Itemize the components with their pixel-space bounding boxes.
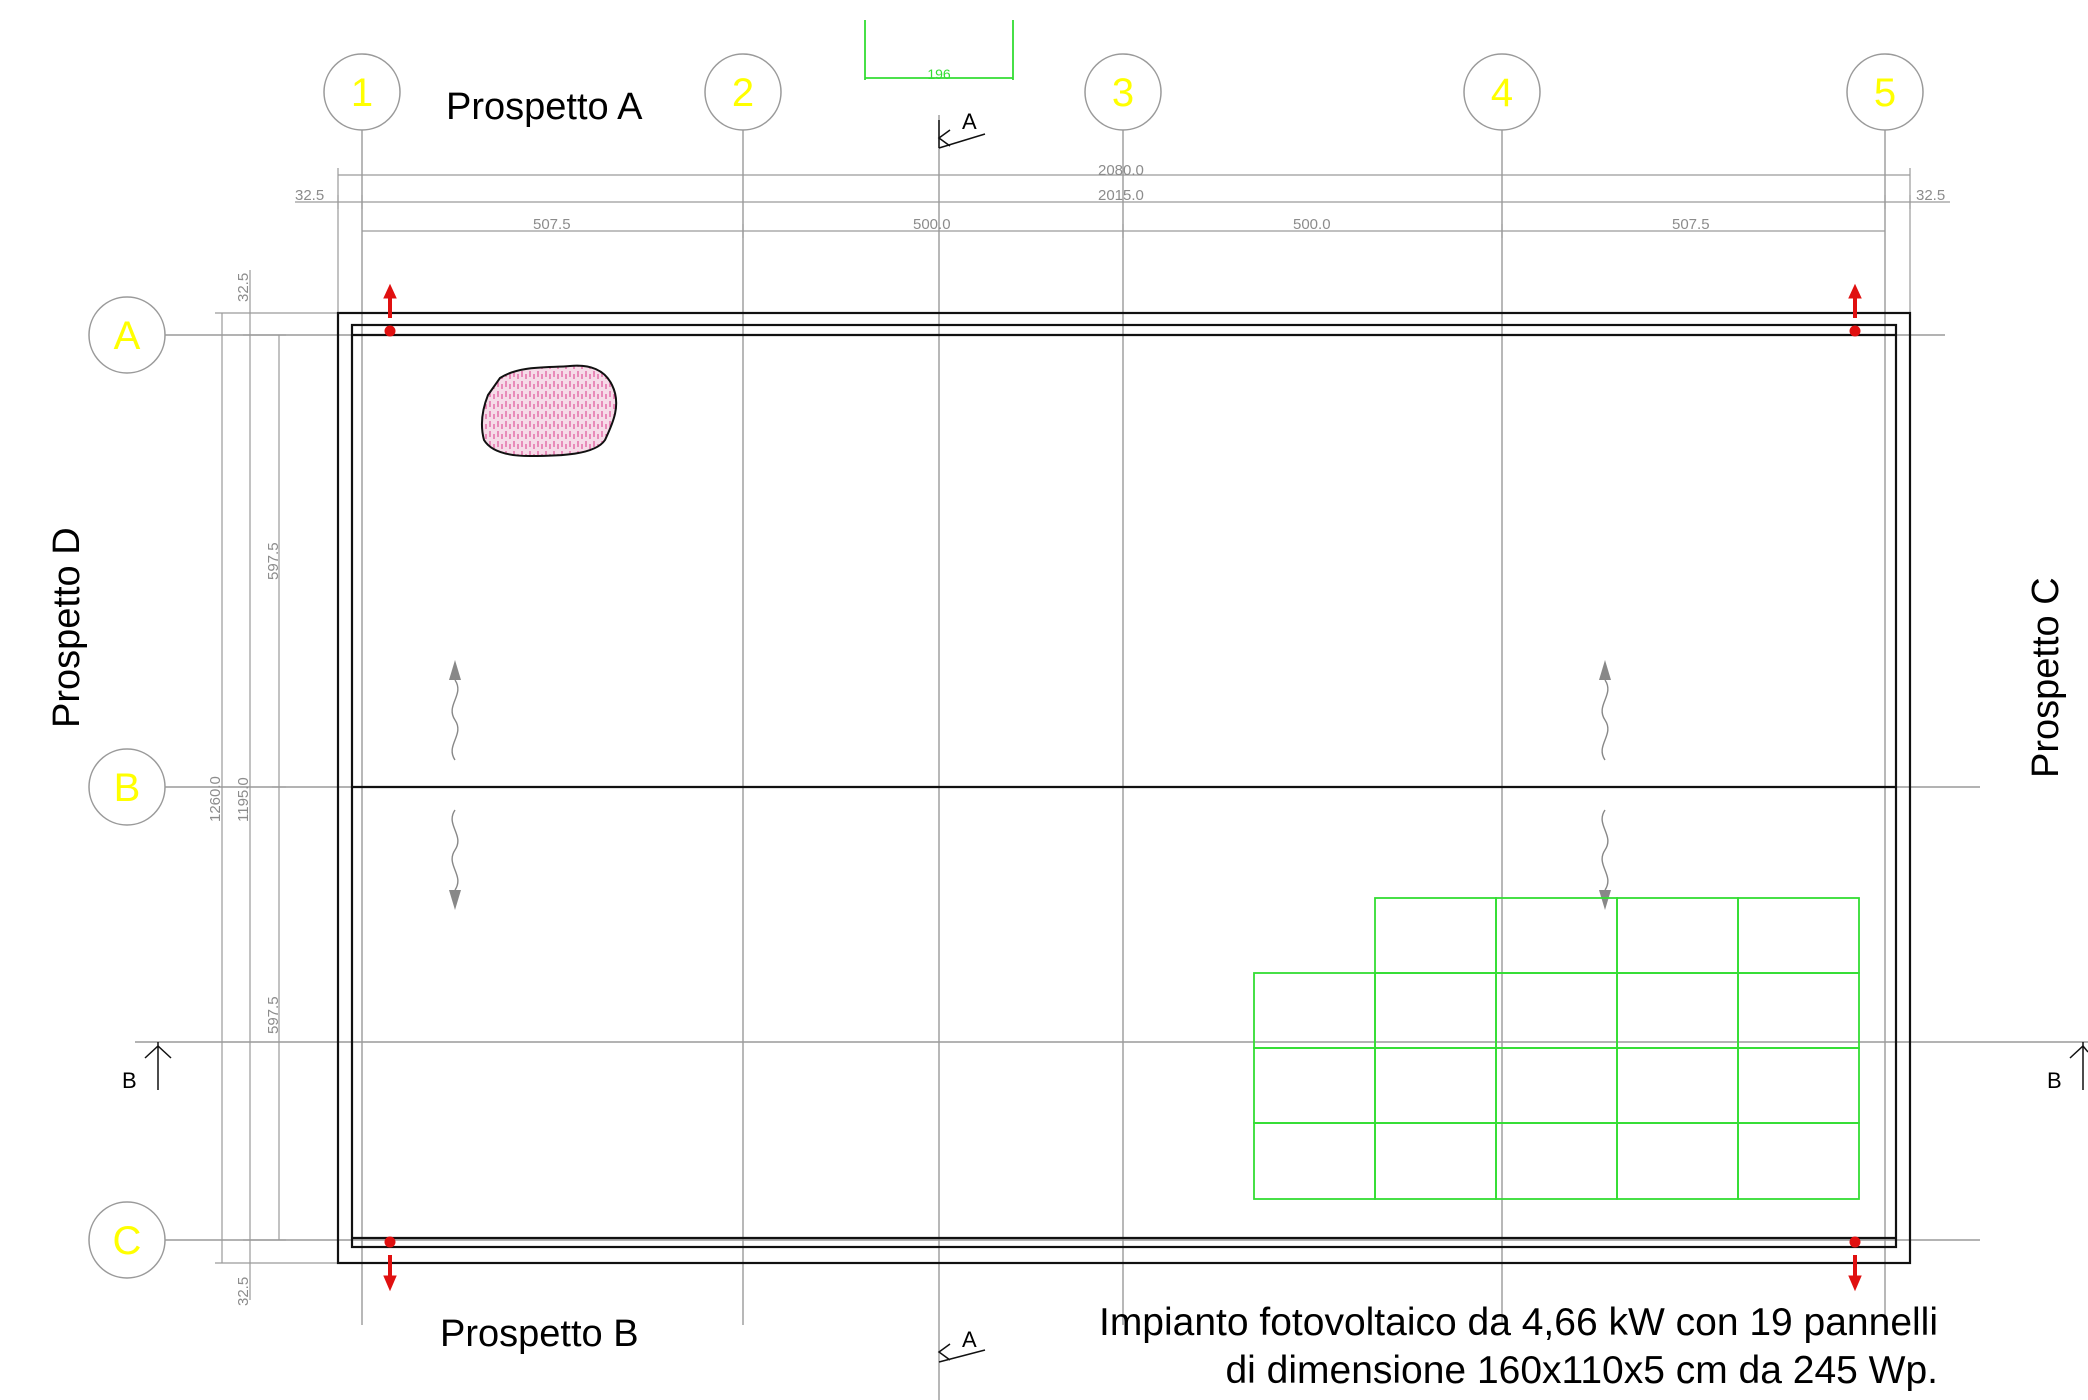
view-label-left: Prospetto D	[46, 527, 88, 728]
dim-bay-4: 507.5	[1672, 216, 1710, 233]
column-axis-3-label: 3	[1112, 71, 1134, 115]
column-axis-4: 4	[1463, 53, 1541, 131]
drain-top-right	[1848, 283, 1862, 337]
dim-overhang-bottom: 32.5	[235, 1277, 252, 1306]
pv-panel	[1374, 1122, 1497, 1200]
slope-arrow-bottom-left	[449, 809, 461, 910]
view-label-bottom: Prospetto B	[440, 1313, 639, 1355]
pv-panel	[1737, 1047, 1860, 1124]
pv-panel	[1616, 972, 1739, 1049]
pv-panel	[1253, 1122, 1376, 1200]
pv-panel	[1616, 1122, 1739, 1200]
left-dimensions	[215, 270, 338, 1300]
dim-bay-2: 500.0	[913, 216, 951, 233]
pv-panel	[1253, 972, 1376, 1049]
dim-total-outer: 2080.0	[1098, 162, 1144, 179]
row-axis-c: C	[88, 1201, 166, 1279]
drain-bottom-right	[1848, 1236, 1862, 1292]
pv-panel	[1737, 972, 1860, 1049]
pv-panel-array	[1253, 897, 1860, 1200]
dim-overhang-right: 32.5	[1916, 187, 1945, 204]
pv-system-note-line-2: di dimensione 160x110x5 cm da 245 Wp.	[1225, 1349, 1938, 1392]
pv-panel	[1495, 1047, 1618, 1124]
hatched-opening	[480, 364, 618, 458]
section-marker-b-right: B	[2047, 1042, 2088, 1093]
section-marker-a-top: A	[937, 109, 986, 149]
pv-panel	[1495, 972, 1618, 1049]
slope-arrow-top-right	[1599, 660, 1611, 761]
dim-bay-3: 500.0	[1293, 216, 1331, 233]
row-axis-b-label: B	[114, 766, 141, 810]
pv-panel	[1374, 897, 1497, 974]
pv-panel	[1495, 1122, 1618, 1200]
section-b-right-label: B	[2047, 1068, 2062, 1093]
pv-system-note-line-1: Impianto fotovoltaico da 4,66 kW con 19 …	[1099, 1301, 1938, 1344]
pv-panel	[1374, 972, 1497, 1049]
column-axis-3: 3	[1084, 53, 1162, 131]
section-marker-a-bottom: A	[937, 1327, 986, 1363]
top-dimensions	[295, 168, 1950, 313]
column-axis-1-label: 1	[351, 71, 373, 115]
column-axis-4-label: 4	[1491, 71, 1513, 115]
pv-panel	[1737, 1122, 1860, 1200]
drain-top-left	[383, 283, 397, 337]
dim-vertical-bay-bottom: 597.5	[265, 996, 282, 1034]
pv-panel	[1616, 897, 1739, 974]
panel-dimension-marker: 196	[864, 20, 1014, 82]
section-marker-b-left: B	[122, 1042, 172, 1093]
pv-panel	[1253, 1047, 1376, 1124]
pv-panel	[1616, 1047, 1739, 1124]
dim-bay-1: 507.5	[533, 216, 571, 233]
dim-vertical-total: 1260.0	[207, 776, 224, 822]
pv-panel	[1737, 897, 1860, 974]
row-axis-a: A	[88, 296, 166, 374]
panel-dimension-label: 196	[927, 66, 951, 82]
row-axis-c-label: C	[113, 1219, 142, 1263]
row-axis-a-label: A	[114, 314, 141, 358]
dim-overhang-top: 32.5	[235, 273, 252, 302]
dim-vertical-axes: 1195.0	[235, 777, 252, 822]
roof-outline	[336, 311, 1912, 1265]
dim-vertical-bay-top: 597.5	[265, 542, 282, 580]
slope-arrow-bottom-right	[1599, 809, 1611, 910]
row-axis-b: B	[88, 748, 166, 826]
column-axis-1: 1	[323, 53, 401, 131]
column-axis-5-label: 5	[1874, 71, 1896, 115]
section-a-bottom-label: A	[962, 1327, 977, 1352]
column-axis-5: 5	[1846, 53, 1924, 131]
section-b-left-label: B	[122, 1068, 137, 1093]
dim-total-axes: 2015.0	[1098, 187, 1144, 204]
column-axis-2-label: 2	[732, 71, 754, 115]
view-label-top: Prospetto A	[446, 86, 643, 128]
pv-panel	[1495, 897, 1618, 974]
view-label-right: Prospetto C	[2025, 577, 2067, 778]
column-axis-lines	[361, 115, 1886, 1400]
drain-bottom-left	[383, 1236, 397, 1292]
pv-panel	[1374, 1047, 1497, 1124]
dimension-labels: 2080.0 2015.0 32.5 32.5 507.5 500.0 500.…	[207, 162, 1945, 1306]
column-axis-2: 2	[704, 53, 782, 131]
dim-overhang-left: 32.5	[295, 187, 324, 204]
slope-arrow-top-left	[449, 660, 461, 761]
section-a-top-label: A	[962, 109, 977, 134]
